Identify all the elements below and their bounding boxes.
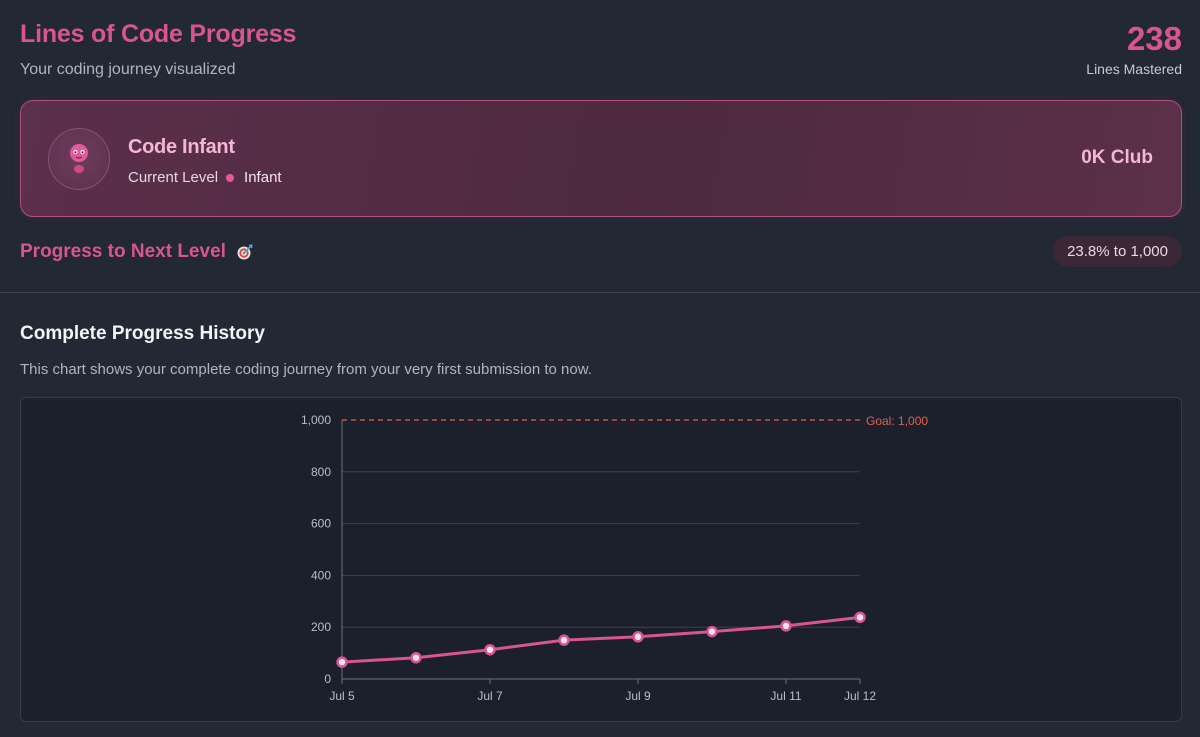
goal-label: Goal: 1,000: [866, 414, 928, 428]
y-tick-label: 400: [311, 568, 331, 582]
data-point: [336, 656, 348, 668]
data-point: [558, 634, 570, 646]
data-point: [780, 620, 792, 632]
target-icon: [236, 243, 254, 261]
data-point: [854, 611, 866, 624]
lines-mastered-stat: 238 Lines Mastered: [1086, 20, 1182, 77]
level-card: Code Infant Current Level Infant 0K Club: [20, 100, 1182, 217]
progress-label: Progress to Next Level: [20, 241, 226, 262]
y-tick-label: 600: [311, 517, 331, 531]
page-title: Lines of Code Progress: [20, 20, 297, 48]
chart-svg: 0 200 400 600 800 1,000 Goal: 1,000 Jul 5 Jul 7 J…: [301, 413, 928, 703]
page-header: Lines of Code Progress Your coding journ…: [20, 20, 1182, 84]
data-point: [632, 631, 644, 643]
lines-label: Lines Mastered: [1086, 61, 1182, 77]
progress-heading: Progress to Next Level: [20, 241, 254, 263]
x-tick-label: Jul 9: [625, 689, 651, 703]
avatar: [48, 128, 110, 190]
y-tick-label: 0: [324, 672, 331, 686]
lines-count: 238: [1126, 20, 1182, 57]
progress-pill: 23.8% to 1,000: [1053, 236, 1182, 267]
history-description: This chart shows your complete coding jo…: [20, 361, 592, 378]
progress-chart: 0 200 400 600 800 1,000 Goal: 1,000 Jul 5 Jul 7 J…: [20, 397, 1182, 722]
current-level-label: Current Level: [128, 169, 219, 186]
y-tick-label: 200: [311, 620, 331, 634]
x-tick-label: Jul 7: [477, 689, 503, 703]
level-name: Code Infant: [128, 136, 235, 158]
y-tick-label: 800: [311, 465, 331, 479]
current-level-value: Infant: [244, 169, 282, 186]
data-point: [706, 625, 718, 638]
club-badge: 0K Club: [1081, 147, 1153, 168]
level-dot: [226, 173, 235, 182]
history-title: Complete Progress History: [20, 323, 265, 344]
baby-face-icon: [70, 144, 88, 173]
data-point: [410, 652, 422, 664]
current-level-row: Current Level Infant: [128, 169, 282, 186]
x-tick-label: Jul 11: [770, 689, 801, 703]
section-divider: [0, 292, 1200, 293]
page-subtitle: Your coding journey visualized: [20, 61, 236, 78]
x-tick-label: Jul 5: [329, 689, 355, 703]
x-tick-label: Jul 12: [844, 689, 876, 703]
y-tick-label: 1,000: [301, 413, 331, 427]
data-point: [484, 643, 496, 656]
progress-row: Progress to Next Level 23.8% to 1,000: [20, 236, 1182, 268]
series-line: [340, 615, 862, 664]
